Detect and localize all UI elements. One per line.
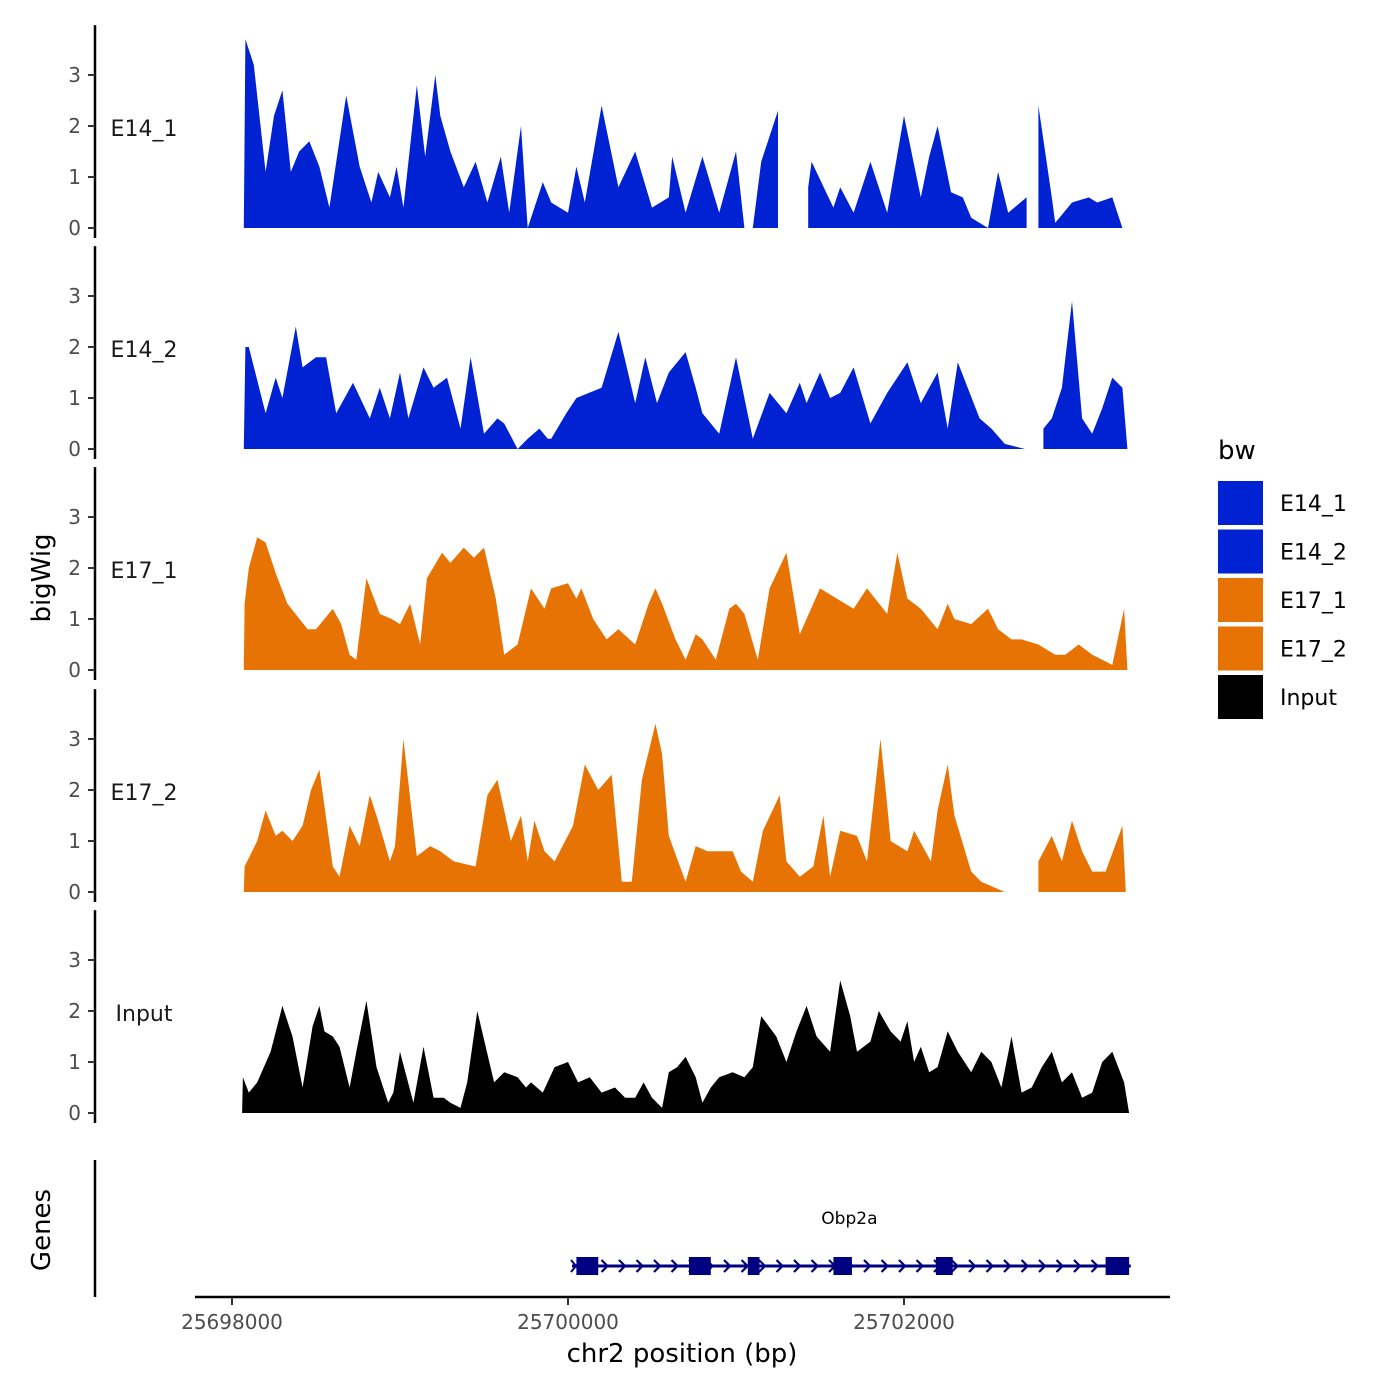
legend-label: E14_1 [1280, 492, 1347, 517]
y-tick-label: 0 [68, 437, 81, 461]
signal-area [1043, 301, 1128, 449]
track-label: Input [116, 1002, 173, 1027]
track-e14-1: 0 1 2 3 E14_1 [68, 25, 1123, 240]
track-label: E17_2 [111, 781, 178, 806]
y-tick-label: 2 [68, 114, 81, 138]
signal-area [243, 723, 1005, 892]
legend-label: E14_2 [1280, 541, 1347, 566]
strand-arrow-icon [1090, 1259, 1100, 1273]
strand-arrow-icon [793, 1259, 802, 1273]
x-axis: 25698000 25700000 25702000 [181, 1295, 1170, 1334]
y-tick-label: 3 [68, 63, 81, 87]
y-tick-label: 0 [68, 1101, 81, 1125]
strand-arrow-icon [985, 1259, 995, 1273]
gene-exon [935, 1257, 953, 1275]
signal-area [243, 39, 779, 228]
gene-exon [833, 1257, 852, 1275]
legend-title: bw [1218, 436, 1256, 466]
signal-area [1038, 820, 1126, 892]
track-label: E14_2 [111, 338, 178, 363]
strand-arrow-icon [775, 1259, 785, 1273]
y-tick-label: 2 [68, 778, 81, 802]
legend-label: E17_1 [1280, 589, 1347, 614]
strand-arrow-icon [1038, 1259, 1047, 1273]
legend-item-e14-2: E14_2 [1218, 529, 1347, 574]
y-tick-label: 1 [68, 386, 81, 410]
strand-arrow-icon [1073, 1259, 1082, 1273]
genes-axis-title: Genes [27, 1189, 57, 1271]
legend-swatch [1218, 626, 1263, 671]
strand-arrow-icon [740, 1259, 750, 1273]
gene-track: Obp2a [93, 1160, 1131, 1297]
x-axis-title: chr2 position (bp) [567, 1339, 798, 1369]
legend-item-input: Input [1218, 675, 1337, 719]
track-e14-2: 0 1 2 3 E14_2 [68, 246, 1128, 461]
strand-arrow-icon [1020, 1259, 1030, 1273]
track-input: 0 1 2 3 Input [68, 910, 1130, 1125]
signal-area [243, 326, 1026, 449]
y-tick-label: 3 [68, 727, 81, 751]
strand-arrow-icon [968, 1259, 977, 1273]
y-tick-label: 2 [68, 335, 81, 359]
strand-arrow-icon [863, 1259, 872, 1273]
strand-arrow-icon [618, 1259, 627, 1273]
gene-exon [747, 1257, 760, 1275]
legend-item-e17-1: E17_1 [1218, 578, 1347, 622]
strand-arrow-icon [915, 1259, 925, 1273]
legend-swatch [1218, 481, 1263, 525]
x-tick-label: 25700000 [517, 1310, 619, 1334]
track-label: E17_1 [111, 559, 178, 584]
y-tick-label: 0 [68, 216, 81, 240]
strand-arrow-icon [810, 1259, 820, 1273]
legend-swatch [1218, 675, 1263, 719]
legend-swatch [1218, 578, 1263, 622]
strand-arrow-icon [1003, 1259, 1012, 1273]
y-tick-label: 3 [68, 948, 81, 972]
gene-name-label: Obp2a [821, 1209, 877, 1229]
legend-label: E17_2 [1280, 638, 1347, 663]
signal-area [1038, 105, 1123, 228]
track-e17-2: 0 1 2 3 E17_2 [68, 689, 1126, 904]
gene-exon [688, 1257, 711, 1275]
strand-arrow-icon [635, 1259, 645, 1273]
signal-area [243, 537, 1128, 670]
track-label: E14_1 [111, 117, 178, 142]
x-tick-label: 25702000 [853, 1310, 955, 1334]
strand-arrow-icon [1055, 1259, 1065, 1273]
strand-arrow-icon [653, 1259, 662, 1273]
y-tick-label: 3 [68, 284, 81, 308]
strand-arrow-icon [670, 1259, 680, 1273]
y-axis-title: bigWig [27, 533, 57, 622]
strand-arrow-icon [758, 1259, 767, 1273]
y-tick-label: 0 [68, 880, 81, 904]
legend: bw E14_1 E14_2 E17_1 E17_2 Input [1218, 436, 1347, 719]
track-e17-1: 0 1 2 3 E17_1 [68, 467, 1128, 682]
strand-arrow-icon [600, 1259, 610, 1273]
strand-arrow-icon [898, 1259, 907, 1273]
legend-swatch [1218, 529, 1263, 574]
y-tick-label: 2 [68, 556, 81, 580]
legend-label: Input [1280, 686, 1337, 711]
y-tick-label: 1 [68, 165, 81, 189]
y-tick-label: 3 [68, 505, 81, 529]
x-tick-label: 25698000 [181, 1310, 283, 1334]
gene-exon [576, 1257, 599, 1275]
legend-item-e17-2: E17_2 [1218, 626, 1347, 671]
y-tick-label: 0 [68, 658, 81, 682]
signal-area [808, 115, 1027, 228]
legend-item-e14-1: E14_1 [1218, 481, 1347, 525]
y-tick-label: 1 [68, 829, 81, 853]
gene-exon [1105, 1257, 1130, 1275]
signal-tracks: 0 1 2 3 E14_1 0 1 2 3 E14_2 0 1 2 3 E17_1 0 1 2 3 E17_2 0 1 2 3… [68, 25, 1130, 1125]
strand-arrow-icon [950, 1259, 960, 1273]
strand-arrow-icon [880, 1259, 890, 1273]
y-tick-label: 1 [68, 607, 81, 631]
signal-area [242, 980, 1130, 1113]
y-tick-label: 1 [68, 1050, 81, 1074]
strand-arrow-icon [723, 1259, 732, 1273]
y-tick-label: 2 [68, 999, 81, 1023]
